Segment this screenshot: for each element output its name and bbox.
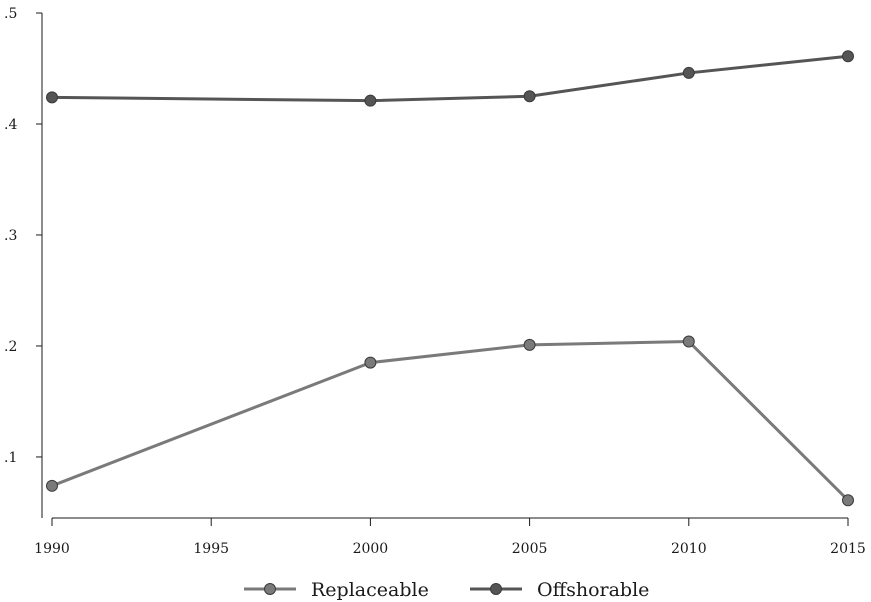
- data-point: [523, 90, 536, 103]
- legend-item-replaceable: Replaceable: [244, 579, 429, 601]
- data-point: [523, 338, 536, 351]
- chart-axes: [41, 13, 848, 519]
- y-tick-label: .5: [4, 6, 17, 22]
- y-axis-ticks: .1 .2 .3 .4 .5: [4, 6, 42, 466]
- y-tick-label: .2: [4, 339, 17, 355]
- x-axis-ticks: 1990 1995 2000 2005 2010 2015: [34, 518, 866, 557]
- data-point: [682, 66, 695, 79]
- data-point: [682, 335, 695, 348]
- data-point: [842, 494, 854, 507]
- x-tick-label: 1995: [193, 541, 229, 557]
- data-point: [842, 50, 854, 63]
- legend-label: Offshorable: [537, 579, 649, 601]
- data-point: [46, 91, 58, 104]
- series-line: [51, 54, 849, 103]
- series-offshorable: [46, 50, 854, 107]
- series-line: [51, 340, 850, 502]
- y-tick-label: .1: [4, 450, 17, 466]
- x-tick-label: 2005: [512, 541, 548, 557]
- legend-marker: [264, 583, 276, 595]
- series-replaceable: [46, 335, 854, 507]
- y-tick-label: .3: [4, 228, 17, 244]
- series-layer: [46, 50, 854, 507]
- x-tick-label: 1990: [34, 541, 70, 557]
- legend: Replaceable Offshorable: [244, 579, 649, 601]
- legend-marker: [490, 583, 502, 595]
- y-tick-label: .4: [4, 117, 17, 133]
- x-tick-label: 2010: [671, 541, 707, 557]
- data-point: [46, 479, 58, 492]
- legend-item-offshorable: Offshorable: [470, 579, 649, 601]
- legend-label: Replaceable: [311, 579, 429, 601]
- data-point: [364, 94, 377, 107]
- x-tick-label: 2000: [353, 541, 389, 557]
- x-tick-label: 2015: [830, 541, 866, 557]
- data-point: [364, 356, 377, 369]
